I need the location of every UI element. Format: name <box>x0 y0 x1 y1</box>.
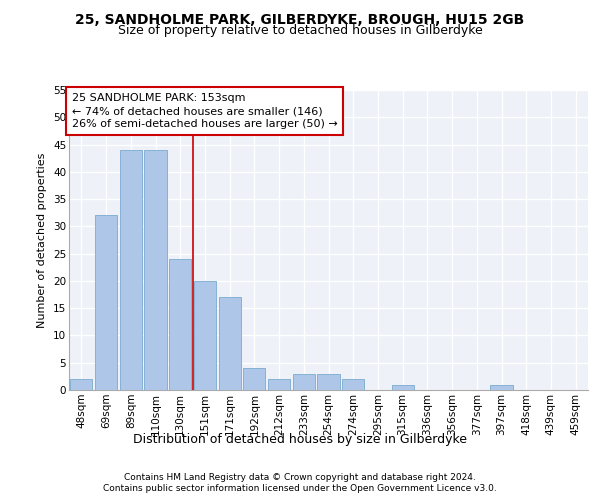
Bar <box>317 374 340 390</box>
Text: 25 SANDHOLME PARK: 153sqm
← 74% of detached houses are smaller (146)
26% of semi: 25 SANDHOLME PARK: 153sqm ← 74% of detac… <box>71 93 337 130</box>
Bar <box>218 298 241 390</box>
Text: Contains public sector information licensed under the Open Government Licence v3: Contains public sector information licen… <box>103 484 497 493</box>
Bar <box>194 281 216 390</box>
Bar <box>490 384 512 390</box>
Text: Distribution of detached houses by size in Gilberdyke: Distribution of detached houses by size … <box>133 432 467 446</box>
Text: Size of property relative to detached houses in Gilberdyke: Size of property relative to detached ho… <box>118 24 482 37</box>
Bar <box>70 379 92 390</box>
Bar <box>95 216 117 390</box>
Bar <box>145 150 167 390</box>
Bar <box>243 368 265 390</box>
Text: 25, SANDHOLME PARK, GILBERDYKE, BROUGH, HU15 2GB: 25, SANDHOLME PARK, GILBERDYKE, BROUGH, … <box>76 12 524 26</box>
Y-axis label: Number of detached properties: Number of detached properties <box>37 152 47 328</box>
Bar <box>169 259 191 390</box>
Text: Contains HM Land Registry data © Crown copyright and database right 2024.: Contains HM Land Registry data © Crown c… <box>124 472 476 482</box>
Bar <box>293 374 315 390</box>
Bar <box>268 379 290 390</box>
Bar <box>392 384 414 390</box>
Bar <box>342 379 364 390</box>
Bar <box>119 150 142 390</box>
